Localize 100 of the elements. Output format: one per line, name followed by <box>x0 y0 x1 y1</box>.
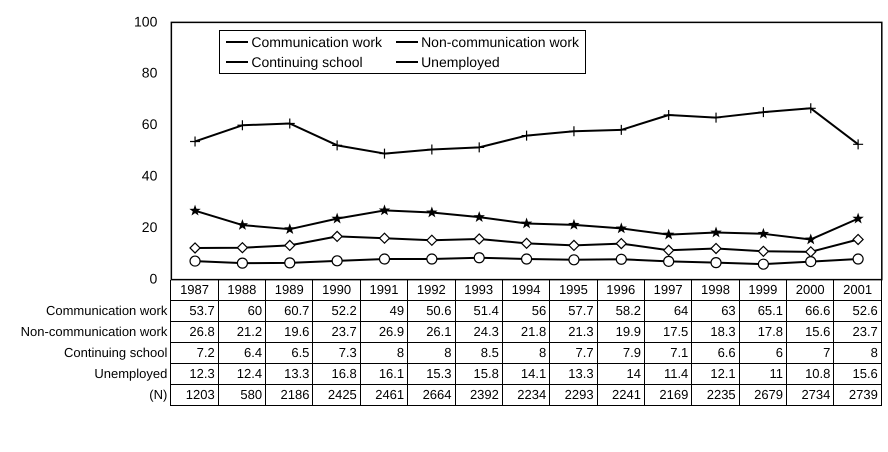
data-label: 14 <box>597 363 644 384</box>
data-label: 12.3 <box>170 363 218 384</box>
text: 2461 <box>360 384 408 406</box>
data-label: 7.7 <box>550 342 598 364</box>
data-label: 24.3 <box>455 321 502 342</box>
data-label: 11 <box>739 363 787 384</box>
x-tick-label: 1994 <box>502 280 550 300</box>
legend-label: Unemployed <box>421 54 500 70</box>
data-label: 51.4 <box>455 300 502 322</box>
x-tick-label: 1996 <box>597 280 644 300</box>
data-label: 8 <box>408 342 455 364</box>
data-label: 60 <box>218 300 266 322</box>
data-label: 7.2 <box>170 342 218 364</box>
y-tick-label: 100 <box>134 13 158 30</box>
data-label: 15.6 <box>786 321 834 342</box>
data-label: 18.3 <box>692 321 740 342</box>
data-label: 14.1 <box>502 363 550 384</box>
data-label: 19.9 <box>597 321 644 342</box>
data-label: 6.5 <box>266 342 313 364</box>
data-label: 8.5 <box>455 342 502 364</box>
data-label: 60.7 <box>266 300 313 322</box>
x-tick-label: 1992 <box>408 280 455 300</box>
x-tick-label: 1998 <box>692 280 740 300</box>
data-label: 13.3 <box>550 363 598 384</box>
text: 2679 <box>739 384 787 406</box>
text: 2234 <box>502 384 550 406</box>
text: 2739 <box>834 384 882 406</box>
text: 2186 <box>266 384 313 406</box>
text: Communication work <box>46 303 168 318</box>
text: 2169 <box>644 384 692 406</box>
data-label: 19.6 <box>266 321 313 342</box>
data-label: 15.3 <box>408 363 455 384</box>
legend-label: Non-communication work <box>421 34 580 50</box>
data-label: 26.9 <box>360 321 408 342</box>
data-label: 12.1 <box>692 363 740 384</box>
data-label: 7.9 <box>597 342 644 364</box>
text: 2241 <box>597 384 644 406</box>
data-label: 8 <box>502 342 550 364</box>
data-label: 16.8 <box>312 363 360 384</box>
text: 580 <box>218 384 266 406</box>
data-label: 57.7 <box>550 300 598 322</box>
text: 2235 <box>692 384 740 406</box>
data-label: 17.8 <box>739 321 787 342</box>
data-label: 53.7 <box>170 300 218 322</box>
data-label: 8 <box>360 342 408 364</box>
text: 1203 <box>170 384 218 406</box>
data-label: 7.3 <box>312 342 360 364</box>
x-tick-label: 2000 <box>786 280 834 300</box>
data-label: 66.6 <box>786 300 834 322</box>
data-label: 6.4 <box>218 342 266 364</box>
data-label: 64 <box>644 300 692 322</box>
data-label: 17.5 <box>644 321 692 342</box>
data-label: 12.4 <box>218 363 266 384</box>
data-label: 21.8 <box>502 321 550 342</box>
y-tick-label: 0 <box>150 270 158 286</box>
data-label: 21.3 <box>550 321 598 342</box>
data-label: 16.1 <box>360 363 408 384</box>
x-tick-label: 1990 <box>312 280 360 300</box>
data-label: 65.1 <box>739 300 787 322</box>
data-label: 13.3 <box>266 363 313 384</box>
data-label: 49 <box>360 300 408 322</box>
data-label: 23.7 <box>312 321 360 342</box>
data-label: 21.2 <box>218 321 266 342</box>
data-label: 8 <box>834 342 882 364</box>
y-tick-label: 20 <box>142 219 158 236</box>
x-tick-label: 1987 <box>170 280 218 300</box>
legend-label: Communication work <box>251 34 382 50</box>
x-tick-label: 1988 <box>218 280 266 300</box>
legend-label: Continuing school <box>251 54 363 70</box>
data-label: 63 <box>692 300 740 322</box>
text: Non-communication work <box>20 324 168 340</box>
data-label: 15.6 <box>834 363 882 384</box>
text: 2664 <box>408 384 455 406</box>
data-label: 15.8 <box>455 363 502 384</box>
x-tick-label: 2001 <box>834 280 882 300</box>
y-tick-label: 80 <box>142 64 158 81</box>
data-label: 52.6 <box>834 300 882 322</box>
data-label: 23.7 <box>834 321 882 342</box>
text: (N) <box>0 384 171 406</box>
text: Unemployed <box>94 366 168 382</box>
x-tick-label: 1991 <box>360 280 408 300</box>
text: 2425 <box>312 384 360 406</box>
data-label: 56 <box>502 300 550 322</box>
data-label: 6.6 <box>692 342 740 364</box>
data-label: 11.4 <box>644 363 692 384</box>
y-tick-label: 40 <box>142 168 158 184</box>
data-label: 50.6 <box>408 300 455 322</box>
x-tick-label: 1997 <box>644 280 692 300</box>
data-label: 10.8 <box>786 363 834 384</box>
data-label: 7 <box>786 342 834 364</box>
x-tick-label: 1995 <box>550 280 598 300</box>
text: 2734 <box>786 384 834 406</box>
x-tick-label: 1989 <box>266 280 313 300</box>
data-label: 7.1 <box>644 342 692 364</box>
y-tick-label: 60 <box>142 116 158 132</box>
data-label: 26.1 <box>408 321 455 342</box>
text: 2293 <box>550 384 598 406</box>
data-label: 58.2 <box>597 300 644 322</box>
text: Continuing school <box>64 345 168 360</box>
data-label: 26.8 <box>170 321 218 342</box>
